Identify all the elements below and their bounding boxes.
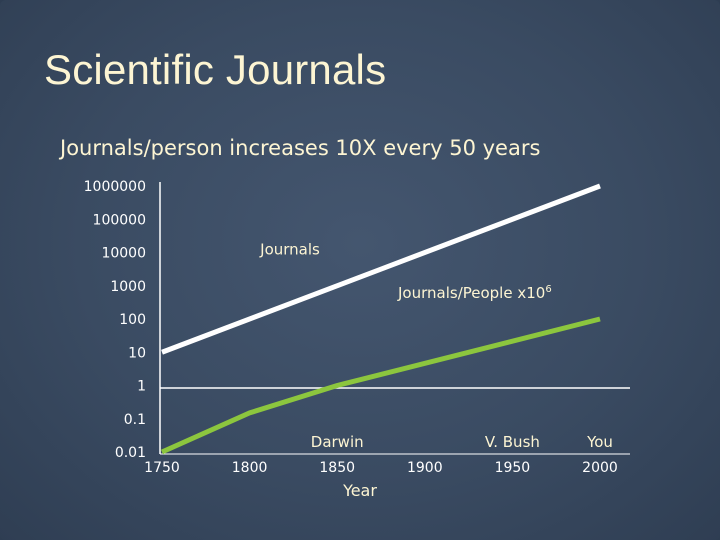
y-tick-label: 0.1 bbox=[124, 412, 146, 428]
x-axis-label: Year bbox=[342, 481, 377, 500]
y-tick-label: 1000 bbox=[110, 279, 146, 295]
slide-title: Scientific Journals bbox=[44, 46, 387, 93]
series-lines bbox=[160, 183, 601, 455]
y-tick-labels: 1000000 100000 10000 1000 100 10 1 0.1 0.01 bbox=[84, 179, 146, 461]
annotation-label: V. Bush bbox=[485, 433, 540, 451]
y-tick-label: 10000 bbox=[101, 246, 146, 262]
x-tick-label: 2000 bbox=[582, 460, 618, 476]
x-tick-label: 1800 bbox=[232, 460, 268, 476]
y-tick-label: 0.01 bbox=[115, 445, 146, 461]
x-tick-label: 1900 bbox=[407, 460, 443, 476]
y-tick-label: 100000 bbox=[93, 212, 146, 228]
series-label-superscript: 6 bbox=[545, 284, 551, 295]
x-tick-label: 1950 bbox=[495, 460, 531, 476]
y-tick-label: 1 bbox=[137, 379, 146, 395]
annotations: Darwin V. Bush You bbox=[311, 433, 613, 451]
x-tick-labels: 1750 1800 1850 1900 1950 2000 bbox=[144, 460, 618, 476]
annotation-label: Darwin bbox=[311, 433, 364, 451]
slide-subtitle: Journals/person increases 10X every 50 y… bbox=[60, 136, 541, 160]
journals-per-people-line bbox=[160, 316, 601, 455]
x-tick-label: 1850 bbox=[319, 460, 355, 476]
x-tick-label: 1750 bbox=[144, 460, 180, 476]
y-tick-label: 100 bbox=[119, 312, 146, 328]
journals-line bbox=[161, 183, 601, 355]
y-tick-label: 1000000 bbox=[84, 179, 146, 195]
series-labels: Journals Journals/People x106 bbox=[259, 241, 552, 302]
chart-axes bbox=[159, 182, 630, 455]
journals-per-people-series-label: Journals/People x106 bbox=[397, 284, 552, 302]
y-tick-label: 10 bbox=[128, 345, 146, 361]
annotation-label: You bbox=[586, 433, 613, 451]
journals-series-label: Journals bbox=[259, 241, 320, 259]
